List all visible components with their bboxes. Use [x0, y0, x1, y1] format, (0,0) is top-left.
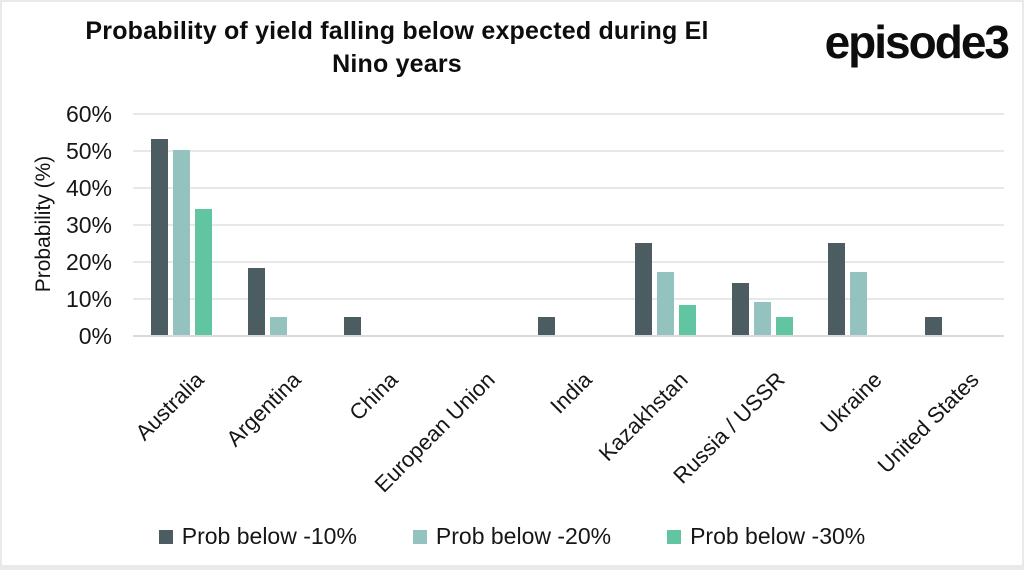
- gridline: [133, 224, 1004, 226]
- bar: [634, 242, 652, 335]
- episode3-logo: episode3: [824, 16, 1010, 68]
- bar: [850, 272, 868, 335]
- gridline: [133, 298, 1004, 300]
- y-tick-label: 60%: [65, 101, 112, 127]
- x-axis-labels: Australia Argentina China European Union Ind…: [130, 337, 1004, 505]
- x-axis-baseline: [133, 335, 1004, 337]
- plot-area: [133, 113, 1004, 337]
- bar: [828, 242, 846, 335]
- x-axis-label: Kazakhstan: [593, 367, 693, 466]
- legend-label: Prob below -20%: [435, 523, 612, 549]
- legend-label: Prob below -30%: [690, 523, 866, 549]
- bar: [678, 305, 696, 335]
- y-tick-label: 10%: [65, 286, 112, 312]
- legend-swatch-icon: [158, 529, 173, 544]
- bar: [247, 268, 265, 335]
- bar: [538, 316, 555, 335]
- bar: [172, 150, 190, 335]
- y-tick-label: 30%: [65, 212, 112, 238]
- y-tick-label: 20%: [65, 249, 112, 275]
- gridline: [133, 187, 1004, 189]
- x-axis-label: Argentina: [221, 367, 306, 452]
- bar: [753, 301, 771, 335]
- bar: [775, 316, 793, 335]
- bar: [656, 272, 674, 335]
- bar: [925, 316, 943, 335]
- x-axis-label: United States: [872, 367, 984, 479]
- legend: Prob below -10% Prob below -20% Prob below…: [2, 523, 1022, 550]
- y-tick-label: 0%: [78, 323, 112, 349]
- bar: [150, 138, 168, 335]
- bar: [269, 316, 287, 335]
- x-axis-label: India: [544, 367, 597, 419]
- x-axis-label: Australia: [130, 367, 210, 446]
- legend-swatch-icon: [667, 529, 682, 544]
- chart-title: Probability of yield falling below expec…: [26, 15, 768, 81]
- y-tick-label: 40%: [65, 175, 112, 201]
- x-axis-label: China: [344, 367, 403, 426]
- legend-item: Prob below -20%: [412, 523, 612, 550]
- legend-swatch-icon: [412, 529, 427, 544]
- legend-item: Prob below -10%: [158, 523, 357, 550]
- y-axis-ticks: 0% 10% 20% 30% 40% 50% 60%: [36, 101, 112, 349]
- legend-label: Prob below -10%: [181, 523, 357, 549]
- chart-title-line2: Nino years: [332, 50, 462, 78]
- gridline: [133, 150, 1004, 152]
- bar: [731, 283, 749, 335]
- x-axis-label: Ukraine: [815, 367, 887, 439]
- bar: [194, 209, 212, 335]
- gridline: [133, 261, 1004, 263]
- bar: [344, 316, 362, 335]
- legend-item: Prob below -30%: [667, 523, 865, 550]
- gridline: [133, 113, 1004, 115]
- y-tick-label: 50%: [65, 138, 112, 164]
- chart-title-line1: Probability of yield falling below expec…: [85, 17, 709, 45]
